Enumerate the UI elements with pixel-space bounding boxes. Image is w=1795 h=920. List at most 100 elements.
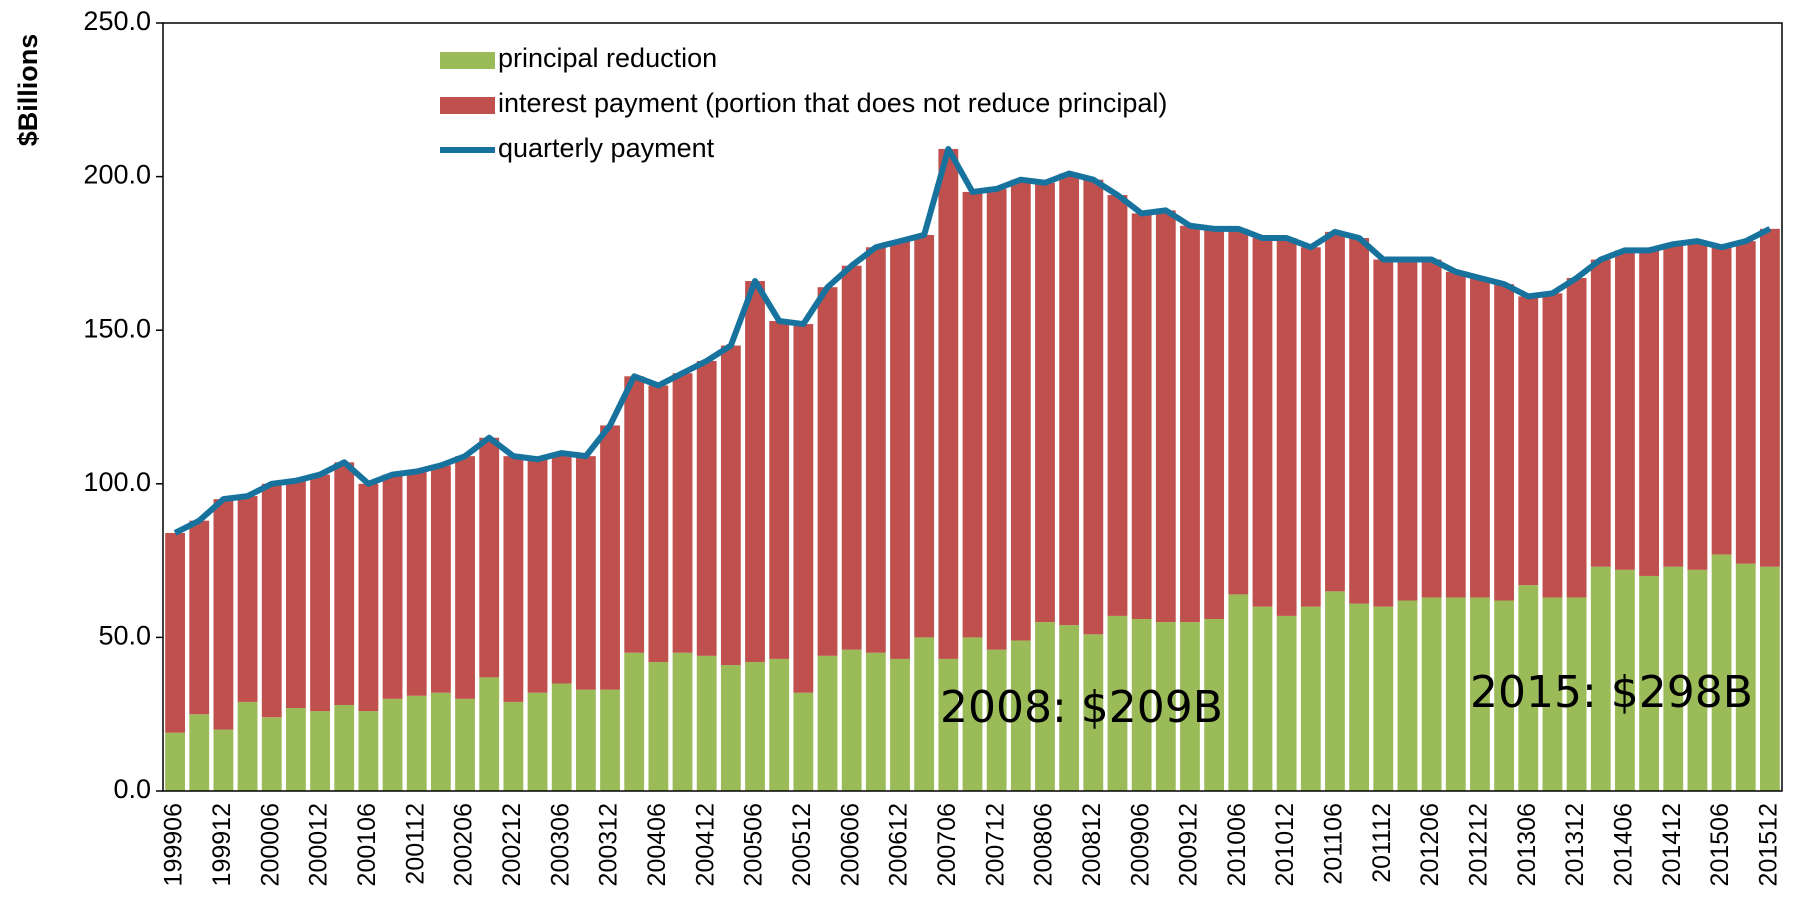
bar-segment xyxy=(1615,250,1635,570)
bar-segment xyxy=(962,191,983,638)
bar-segment xyxy=(624,652,645,791)
y-tick-label: 100.0 xyxy=(83,467,151,497)
bar-segment xyxy=(769,320,790,659)
bar-segment xyxy=(1107,195,1128,616)
bar-segment xyxy=(1421,597,1442,791)
bar-segment xyxy=(1204,618,1225,791)
bar-segment xyxy=(1180,225,1200,623)
bar-segment xyxy=(1711,247,1732,555)
annotation: 2008: $209B xyxy=(940,682,1223,733)
bar-segment xyxy=(1663,566,1684,791)
bar-segment xyxy=(1687,569,1708,791)
bar-segment xyxy=(189,520,210,715)
bar-segment xyxy=(382,698,403,791)
bar-segment xyxy=(1542,597,1563,791)
legend-label: quarterly payment xyxy=(498,133,715,163)
bar-segment xyxy=(1735,563,1756,791)
bar-segment xyxy=(358,483,379,712)
bar-segment xyxy=(986,188,1007,650)
bar-segment xyxy=(334,704,355,791)
bar-segment xyxy=(1494,284,1515,601)
x-tick-label: 201512 xyxy=(1755,803,1783,886)
annotation: 2015: $298B xyxy=(1470,667,1753,718)
bar-segment xyxy=(769,658,790,791)
x-tick-label: 200606 xyxy=(836,803,864,886)
bar-segment xyxy=(962,637,983,791)
x-tick-label: 201106 xyxy=(1320,803,1348,885)
bar-segment xyxy=(672,652,693,791)
bar-segment xyxy=(479,677,500,791)
bar-segment xyxy=(1349,603,1370,791)
bar-segment xyxy=(624,376,645,653)
x-tick-label: 200612 xyxy=(885,803,913,886)
bar-segment xyxy=(503,701,524,791)
y-tick-label: 150.0 xyxy=(83,313,151,343)
bar-segment xyxy=(1518,585,1539,791)
bar-segment xyxy=(1373,606,1394,791)
bar-segment xyxy=(358,711,379,791)
bar-segment xyxy=(648,385,669,662)
x-tick-label: 200006 xyxy=(256,803,284,886)
legend-label: interest payment (portion that does not … xyxy=(498,88,1167,118)
bar-segment xyxy=(382,474,403,699)
bar-segment xyxy=(1155,210,1176,623)
bar-segment xyxy=(1180,622,1200,791)
bar-segment xyxy=(1373,259,1394,607)
bar-segment xyxy=(696,360,717,656)
bar-segment xyxy=(841,265,862,650)
bar-segment xyxy=(261,717,282,791)
x-tick-label: 199906 xyxy=(160,803,188,886)
bar-segment xyxy=(793,692,814,791)
bar-segment xyxy=(455,456,475,699)
bar-segment xyxy=(237,701,258,791)
bar-segment xyxy=(1494,600,1515,791)
bar-segment xyxy=(600,425,620,690)
x-tick-label: 200012 xyxy=(305,803,333,886)
bar-segment xyxy=(527,692,548,791)
bar-segment xyxy=(1518,296,1539,586)
x-tick-label: 200112 xyxy=(401,803,429,885)
bar-segment xyxy=(1590,259,1611,567)
bar-segment xyxy=(1010,640,1031,791)
bar-segment xyxy=(817,655,838,791)
bar-segment xyxy=(1735,241,1756,564)
bar-segment xyxy=(1397,259,1418,601)
x-tick-label: 200812 xyxy=(1078,803,1106,886)
bar-segment xyxy=(1131,618,1152,791)
x-tick-label: 200406 xyxy=(643,803,671,886)
bar-segment xyxy=(1445,597,1466,791)
bar-segment xyxy=(430,465,451,693)
bar-segment xyxy=(696,655,717,791)
bar-segment xyxy=(285,708,306,791)
bar-segment xyxy=(720,345,741,666)
bar-segment xyxy=(745,281,765,662)
bar-segment xyxy=(1615,569,1635,791)
bar-segment xyxy=(1252,238,1273,607)
x-tick-label: 201006 xyxy=(1223,803,1251,886)
y-axis-label: $Billions xyxy=(13,34,43,147)
bar-segment xyxy=(575,456,596,690)
bar-segment xyxy=(1542,293,1563,598)
bar-segment xyxy=(1035,622,1055,791)
bar-segment xyxy=(430,692,451,791)
bar-segment xyxy=(334,462,355,705)
bar-segment xyxy=(310,474,330,712)
bar-segment xyxy=(865,247,886,653)
x-tick-label: 200512 xyxy=(788,803,816,886)
x-tick-label: 200312 xyxy=(595,803,623,886)
bar-segment xyxy=(1276,615,1297,791)
x-tick-label: 200206 xyxy=(450,803,478,886)
bar-segment xyxy=(1155,622,1176,791)
x-tick-label: 201012 xyxy=(1271,803,1299,886)
bar-segment xyxy=(865,652,886,791)
legend-swatch xyxy=(440,52,495,69)
bar-segment xyxy=(165,532,185,733)
x-tick-label: 200706 xyxy=(933,803,961,886)
bar-segment xyxy=(575,689,596,791)
x-tick-label: 200106 xyxy=(353,803,381,886)
bar-segment xyxy=(237,496,258,702)
bar-segment xyxy=(165,732,185,791)
bar-segment xyxy=(1300,606,1321,791)
bar-segment xyxy=(1276,238,1297,616)
